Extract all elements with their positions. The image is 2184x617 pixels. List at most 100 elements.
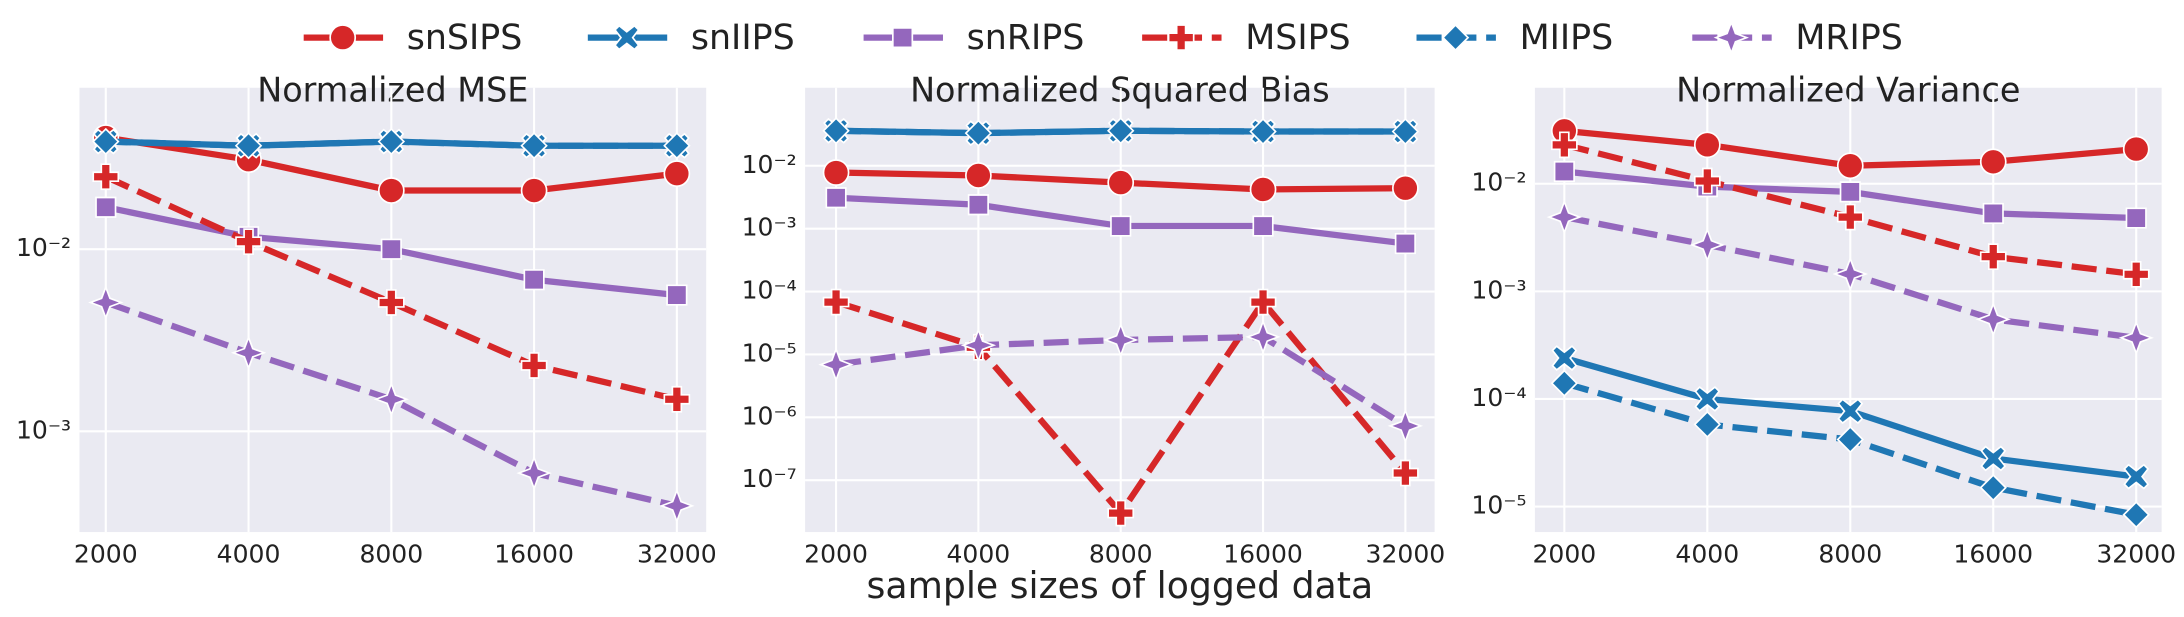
- x-tick-label: 16000: [494, 540, 574, 569]
- marker: [1391, 117, 1420, 146]
- marker: [1107, 169, 1135, 196]
- marker: [1694, 386, 1721, 412]
- panel: Normalized Variance 2000 4000 8000 16000 3200…: [1471, 70, 2176, 568]
- marker: [380, 238, 402, 260]
- legend-label: snSIPS: [407, 18, 523, 58]
- marker: [1394, 232, 1416, 255]
- marker: [1837, 398, 1864, 425]
- marker: [95, 196, 117, 218]
- x-tick-label: 8000: [359, 540, 423, 569]
- marker: [663, 385, 691, 413]
- y-tick-label: 10⁻⁴: [1471, 383, 1526, 412]
- marker: [1979, 473, 2007, 502]
- marker: [1836, 152, 1864, 180]
- marker: [822, 288, 850, 316]
- marker: [1106, 117, 1135, 145]
- legend-marker: [1713, 19, 1749, 56]
- marker: [1693, 167, 1721, 195]
- y-tick-label: 10⁻⁴: [742, 276, 797, 305]
- marker: [1839, 181, 1861, 203]
- marker: [1249, 176, 1277, 203]
- marker: [1391, 459, 1419, 487]
- y-tick-label: 10⁻⁵: [742, 338, 797, 367]
- x-axis-label: sample sizes of logged data: [867, 564, 1374, 607]
- x-tick-label: 4000: [217, 540, 281, 569]
- x-tick-label: 2000: [1532, 540, 1596, 569]
- marker: [663, 132, 691, 160]
- marker: [230, 335, 267, 371]
- legend-label: MRIPS: [1795, 18, 1903, 58]
- marker: [520, 352, 548, 379]
- marker: [520, 177, 548, 204]
- marker: [960, 327, 997, 363]
- marker: [373, 381, 410, 417]
- legend-marker: [1441, 23, 1470, 52]
- panel-title: Normalized MSE: [257, 70, 528, 109]
- marker: [825, 187, 847, 209]
- y-tick-label: 10⁻³: [742, 213, 797, 242]
- x-tick-label: 32000: [1366, 540, 1446, 569]
- marker: [92, 127, 120, 156]
- marker: [234, 132, 263, 160]
- marker: [88, 284, 124, 321]
- x-tick-label: 8000: [1818, 540, 1882, 569]
- legend-item: MRIPS: [1692, 18, 1903, 58]
- marker: [1979, 243, 2007, 271]
- x-tick-label: 32000: [2096, 540, 2176, 569]
- marker: [1553, 160, 1575, 183]
- marker: [1391, 174, 1419, 202]
- marker: [659, 488, 695, 524]
- marker: [523, 269, 545, 291]
- marker: [666, 284, 688, 306]
- legend-label: snRIPS: [967, 18, 1085, 58]
- marker: [818, 346, 854, 383]
- x-tick-label: 16000: [1223, 540, 1303, 569]
- marker: [967, 194, 989, 216]
- marker: [1975, 301, 2011, 337]
- marker: [1693, 410, 1722, 439]
- marker: [822, 117, 850, 145]
- marker: [1103, 322, 1139, 358]
- marker: [1982, 202, 2004, 225]
- marker: [2122, 501, 2150, 529]
- legend-label: snIIPS: [691, 18, 795, 58]
- y-tick-label: 10⁻⁷: [742, 464, 797, 493]
- legend-marker: [1167, 24, 1195, 51]
- marker: [520, 132, 548, 160]
- marker: [1252, 215, 1274, 237]
- marker: [235, 228, 262, 256]
- marker: [663, 160, 691, 187]
- marker: [92, 163, 120, 191]
- marker: [1550, 369, 1579, 397]
- legend-item: MSIPS: [1142, 18, 1351, 58]
- y-tick-label: 10⁻²: [16, 233, 71, 262]
- marker: [1979, 148, 2007, 176]
- x-tick-label: 4000: [1675, 540, 1739, 569]
- legend-marker: [613, 24, 640, 51]
- marker: [1110, 215, 1132, 237]
- x-tick-label: 4000: [947, 540, 1011, 569]
- marker: [2125, 207, 2147, 229]
- marker: [1387, 408, 1424, 444]
- marker: [1836, 203, 1864, 231]
- marker: [1980, 445, 2007, 472]
- legend-label: MSIPS: [1245, 18, 1350, 58]
- y-tick-label: 10⁻⁵: [1471, 491, 1526, 520]
- marker: [1551, 345, 1578, 372]
- x-tick-label: 8000: [1089, 540, 1153, 569]
- legend-item: MIIPS: [1416, 18, 1614, 58]
- y-tick-label: 10⁻²: [742, 150, 797, 179]
- marker: [1249, 117, 1277, 146]
- x-tick-label: 16000: [1953, 540, 2033, 569]
- marker: [822, 159, 850, 186]
- marker: [516, 455, 552, 491]
- legend-item: snIIPS: [587, 18, 795, 58]
- panel-title: Normalized Variance: [1676, 70, 2020, 109]
- panel: Normalized MSE 2000 4000 8000 16000 32000 10⁻²…: [16, 70, 717, 568]
- marker: [2118, 320, 2154, 356]
- legend-item: snRIPS: [863, 18, 1085, 58]
- x-tick-label: 2000: [804, 540, 868, 569]
- legend-label: MIIPS: [1520, 18, 1614, 58]
